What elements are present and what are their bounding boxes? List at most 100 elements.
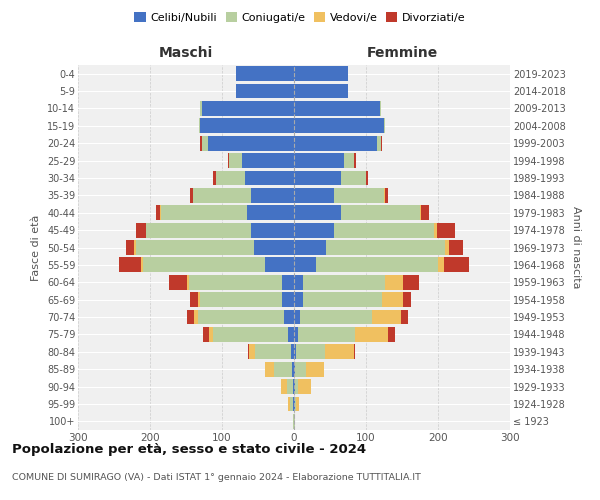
Bar (385, 188, 388, 202)
Bar (216, 170, 245, 186)
Bar (208, 136, 294, 150)
Bar (125, 240, 134, 255)
Bar (380, 101, 381, 116)
Bar (229, 153, 242, 168)
Bar (236, 66, 294, 81)
Bar (200, 136, 202, 150)
Bar (366, 170, 368, 186)
Bar (326, 240, 445, 255)
Bar (300, 310, 372, 324)
Y-axis label: Fasce di età: Fasce di età (31, 214, 41, 280)
Bar (294, 170, 341, 186)
Bar (444, 258, 469, 272)
Bar (294, 118, 384, 133)
Bar (214, 170, 216, 186)
Bar (161, 206, 247, 220)
Bar (281, 379, 287, 394)
Bar (292, 362, 294, 376)
Bar (294, 275, 302, 289)
Bar (294, 292, 302, 307)
Bar (212, 327, 288, 342)
Bar (291, 344, 294, 359)
Bar (190, 188, 193, 202)
Bar (294, 327, 298, 342)
Bar (294, 188, 334, 202)
Bar (372, 310, 401, 324)
Bar (202, 136, 208, 150)
Bar (197, 292, 200, 307)
Bar (255, 344, 291, 359)
Bar (294, 396, 295, 411)
Bar (334, 188, 384, 202)
Bar (354, 344, 355, 359)
Bar (434, 222, 437, 238)
Bar (403, 292, 410, 307)
Bar (169, 275, 187, 289)
Bar (203, 327, 209, 342)
Bar (294, 101, 380, 116)
Bar (293, 396, 294, 411)
Bar (294, 84, 348, 98)
Bar (294, 222, 334, 238)
Bar (293, 379, 294, 394)
Bar (341, 206, 420, 220)
Bar (200, 101, 202, 116)
Bar (187, 310, 194, 324)
Bar (384, 188, 385, 202)
Bar (242, 153, 294, 168)
Bar (194, 310, 197, 324)
Bar (298, 379, 311, 394)
Bar (377, 136, 381, 150)
Bar (209, 327, 212, 342)
Bar (284, 310, 294, 324)
Bar (445, 240, 449, 255)
Bar (136, 222, 146, 238)
Bar (228, 153, 229, 168)
Bar (247, 206, 294, 220)
Bar (296, 396, 299, 411)
Bar (294, 414, 295, 428)
Bar (294, 136, 377, 150)
Bar (295, 396, 296, 411)
Bar (190, 292, 197, 307)
Bar (302, 292, 382, 307)
Bar (200, 118, 294, 133)
Bar (189, 275, 283, 289)
Text: COMUNE DI SUMIRAGO (VA) - Dati ISTAT 1° gennaio 2024 - Elaborazione TUTTITALIA.I: COMUNE DI SUMIRAGO (VA) - Dati ISTAT 1° … (12, 472, 421, 482)
Bar (437, 222, 455, 238)
Bar (274, 362, 292, 376)
Bar (265, 258, 294, 272)
Bar (294, 240, 326, 255)
Bar (384, 118, 385, 133)
Bar (283, 275, 294, 289)
Bar (316, 258, 438, 272)
Bar (156, 206, 160, 220)
Bar (134, 240, 136, 255)
Text: Popolazione per età, sesso e stato civile - 2024: Popolazione per età, sesso e stato civil… (12, 442, 366, 456)
Bar (290, 396, 293, 411)
Bar (294, 344, 296, 359)
Bar (295, 362, 306, 376)
Bar (294, 362, 295, 376)
Bar (251, 188, 294, 202)
Bar (287, 379, 293, 394)
Bar (288, 327, 294, 342)
Bar (254, 240, 294, 255)
Bar (140, 258, 143, 272)
Bar (250, 344, 255, 359)
Bar (265, 362, 274, 376)
Bar (293, 414, 294, 428)
Bar (381, 136, 382, 150)
Bar (146, 222, 251, 238)
Bar (197, 310, 284, 324)
Bar (294, 258, 316, 272)
Bar (385, 275, 403, 289)
Bar (143, 258, 265, 272)
Bar (421, 206, 428, 220)
Bar (160, 206, 161, 220)
Bar (294, 310, 300, 324)
Bar (245, 170, 294, 186)
Text: Maschi: Maschi (159, 46, 213, 60)
Text: Femmine: Femmine (367, 46, 437, 60)
Bar (294, 153, 344, 168)
